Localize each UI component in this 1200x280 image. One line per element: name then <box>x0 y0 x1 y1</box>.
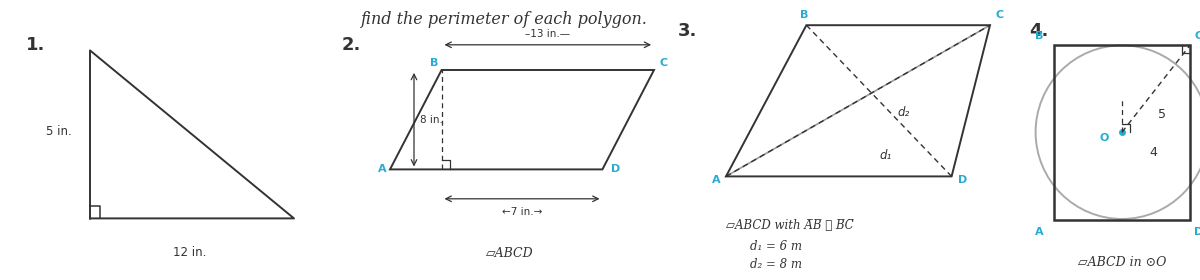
Text: ▱ABCD with A̅B̅ ≅ B̅C̅: ▱ABCD with A̅B̅ ≅ B̅C̅ <box>726 219 853 232</box>
Text: A: A <box>712 175 720 185</box>
Text: C: C <box>996 10 1004 20</box>
Text: B: B <box>1036 31 1043 41</box>
Text: A: A <box>378 164 386 174</box>
Text: D: D <box>958 175 967 185</box>
Text: 12 in.: 12 in. <box>173 246 206 259</box>
Text: 1.: 1. <box>26 36 46 54</box>
Text: C: C <box>1195 31 1200 41</box>
Text: A: A <box>1034 227 1044 237</box>
Text: 4: 4 <box>1150 146 1157 159</box>
Text: d₂ = 8 m: d₂ = 8 m <box>750 258 802 271</box>
Text: B: B <box>800 10 809 20</box>
Text: find the perimeter of each polygon.: find the perimeter of each polygon. <box>360 11 648 28</box>
Text: –13 in.—: –13 in.— <box>526 29 570 39</box>
Text: 4.: 4. <box>1030 22 1049 40</box>
Text: D: D <box>1194 227 1200 237</box>
Text: D: D <box>611 164 620 174</box>
Text: O: O <box>1099 133 1109 143</box>
Text: 5: 5 <box>1158 108 1165 121</box>
Text: C: C <box>660 58 668 68</box>
Text: d₁: d₁ <box>880 149 892 162</box>
Text: 5 in.: 5 in. <box>47 125 72 138</box>
Text: 2.: 2. <box>342 36 361 54</box>
Text: ▱ABCD: ▱ABCD <box>486 248 534 260</box>
Text: ←7 in.→: ←7 in.→ <box>502 207 542 217</box>
Text: B: B <box>430 58 438 68</box>
Text: 3.: 3. <box>678 22 697 40</box>
Text: d₂: d₂ <box>898 106 910 118</box>
Text: 8 in.: 8 in. <box>420 115 443 125</box>
Text: d₁ = 6 m: d₁ = 6 m <box>750 240 802 253</box>
Text: ▱ABCD in ⊙O: ▱ABCD in ⊙O <box>1078 256 1166 269</box>
